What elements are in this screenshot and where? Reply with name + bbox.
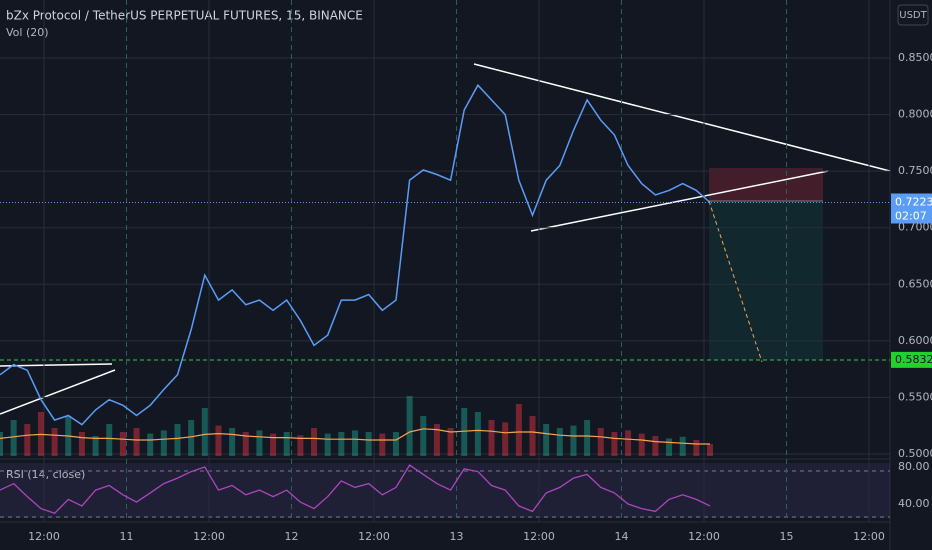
volume-bar xyxy=(652,436,659,456)
volume-bar xyxy=(297,435,304,456)
volume-bar xyxy=(256,430,263,456)
volume-bar xyxy=(433,424,440,456)
volume-bar xyxy=(461,408,468,456)
volume-bar xyxy=(584,420,591,456)
volume-bar xyxy=(543,424,550,456)
x-tick-label: 12:00 xyxy=(853,530,885,543)
rsi-tick-label: 40.00 xyxy=(898,497,930,510)
x-tick-label: 14 xyxy=(615,530,629,543)
volume-bar xyxy=(133,428,140,456)
volume-bar xyxy=(379,433,386,456)
volume-bar xyxy=(283,432,290,456)
countdown: 02:07 xyxy=(895,209,927,222)
volume-bar xyxy=(338,432,345,456)
volume-bar xyxy=(147,433,154,456)
volume-bar xyxy=(666,438,673,456)
volume-bar xyxy=(311,428,318,456)
volume-bar xyxy=(24,424,31,456)
x-tick-label: 12:00 xyxy=(523,530,555,543)
chart-title: bZx Protocol / TetherUS PERPETUAL FUTURE… xyxy=(6,9,363,23)
volume-bar xyxy=(51,428,58,456)
volume-bar xyxy=(106,424,113,456)
volume-bar xyxy=(474,412,481,456)
volume-label: Vol (20) xyxy=(6,26,49,39)
x-tick-label: 12:00 xyxy=(688,530,720,543)
x-tick-label: 15 xyxy=(780,530,794,543)
volume-bar xyxy=(215,425,222,456)
currency[interactable]: USDT xyxy=(899,10,927,21)
volume-bar xyxy=(488,420,495,456)
volume-bar xyxy=(502,422,509,456)
price-line xyxy=(0,83,711,426)
volume-bar xyxy=(638,433,645,456)
x-tick-label: 12:00 xyxy=(28,530,60,543)
x-tick-label: 11 xyxy=(120,530,134,543)
rsi-tick-label: 80.00 xyxy=(898,460,930,473)
currency-button[interactable] xyxy=(897,4,929,26)
volume-bar xyxy=(529,416,536,456)
x-tick-label: 12:00 xyxy=(358,530,390,543)
volume-bar xyxy=(10,420,17,456)
rsi-label: RSI (14, close) xyxy=(6,468,85,481)
last-price-label: 0.7223 xyxy=(895,195,932,208)
x-tick-label: 12:00 xyxy=(193,530,225,543)
stop-zone xyxy=(709,168,823,201)
volume-bar xyxy=(625,430,632,456)
volume-bar xyxy=(420,416,427,456)
volume-bar xyxy=(365,432,372,456)
volume-bar xyxy=(611,432,618,456)
volume-bar xyxy=(242,432,249,456)
volume-bar xyxy=(188,420,195,456)
rsi-band xyxy=(0,463,890,518)
profit-zone xyxy=(709,201,823,360)
target-box xyxy=(891,351,932,368)
trendline xyxy=(473,63,891,172)
x-tick-label: 12 xyxy=(285,530,299,543)
volume-bar xyxy=(556,428,563,456)
volume-bar xyxy=(119,432,126,456)
x-tick-label: 13 xyxy=(450,530,464,543)
volume-ma xyxy=(0,428,710,445)
y-tick-label: 0.5000 xyxy=(898,447,932,460)
trendline xyxy=(0,363,113,367)
volume-bar xyxy=(160,430,167,456)
volume-bar xyxy=(92,436,99,456)
volume-bar xyxy=(447,428,454,456)
volume-bar xyxy=(324,433,331,456)
trendline xyxy=(530,170,829,232)
last-price-box xyxy=(891,193,932,224)
volume-bar xyxy=(270,433,277,456)
volume-bar xyxy=(0,432,3,456)
volume-bar xyxy=(515,404,522,456)
rsi-line xyxy=(0,464,711,515)
target-label: 0.5832 xyxy=(895,353,932,366)
volume-bar xyxy=(174,424,181,456)
volume-bar xyxy=(78,432,85,456)
volume-bar xyxy=(570,425,577,456)
trendline xyxy=(0,369,116,415)
volume-bar xyxy=(693,440,700,456)
volume-bar xyxy=(229,428,236,456)
volume-bar xyxy=(707,444,713,456)
volume-bar xyxy=(201,408,208,456)
volume-bar xyxy=(392,432,399,456)
volume-bar xyxy=(597,428,604,456)
volume-bar xyxy=(679,436,686,456)
volume-bar xyxy=(406,396,413,456)
volume-bar xyxy=(352,430,358,456)
